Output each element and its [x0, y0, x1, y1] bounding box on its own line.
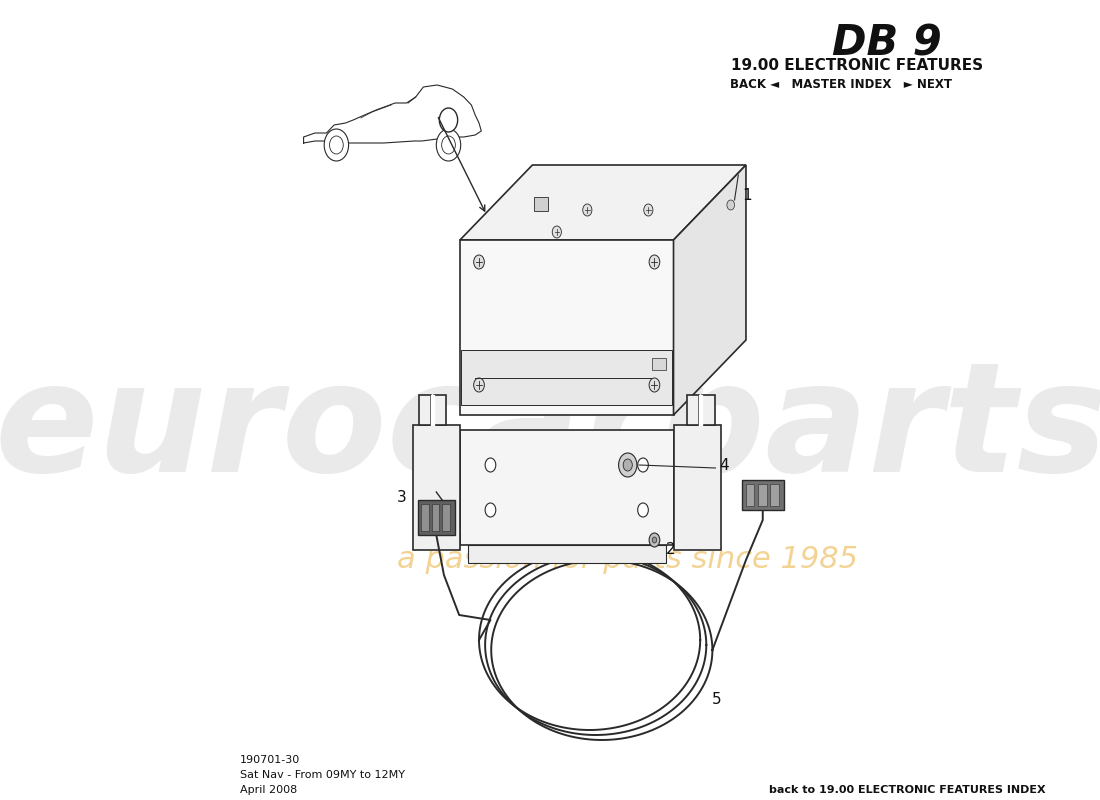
Bar	[673, 425, 720, 550]
Text: back to 19.00 ELECTRONIC FEATURES INDEX: back to 19.00 ELECTRONIC FEATURES INDEX	[769, 785, 1046, 795]
Text: 19.00 ELECTRONIC FEATURES: 19.00 ELECTRONIC FEATURES	[730, 58, 982, 73]
Bar	[431, 395, 434, 425]
Circle shape	[583, 204, 592, 216]
Bar	[442, 504, 450, 531]
Circle shape	[652, 537, 657, 543]
Circle shape	[474, 378, 484, 392]
Bar	[746, 484, 755, 506]
Text: 1: 1	[742, 187, 751, 202]
Bar	[468, 545, 666, 563]
Text: 4: 4	[719, 458, 729, 473]
Circle shape	[727, 200, 735, 210]
Bar	[421, 504, 429, 531]
Circle shape	[441, 136, 455, 154]
Circle shape	[485, 503, 496, 517]
Text: a passion for parts since 1985: a passion for parts since 1985	[397, 546, 858, 574]
Bar	[418, 500, 454, 535]
Bar	[460, 240, 673, 415]
Polygon shape	[673, 165, 746, 415]
Bar	[431, 504, 439, 531]
Circle shape	[552, 226, 561, 238]
Circle shape	[649, 378, 660, 392]
Polygon shape	[460, 165, 746, 240]
Bar	[742, 480, 784, 510]
Circle shape	[474, 255, 484, 269]
Circle shape	[437, 129, 461, 161]
Circle shape	[644, 204, 653, 216]
Bar	[419, 395, 431, 425]
Bar	[534, 197, 548, 211]
Circle shape	[638, 458, 648, 472]
Text: 3: 3	[397, 490, 407, 506]
Circle shape	[638, 503, 648, 517]
Text: 2: 2	[666, 542, 675, 558]
Circle shape	[439, 108, 458, 132]
Text: Sat Nav - From 09MY to 12MY: Sat Nav - From 09MY to 12MY	[240, 770, 405, 780]
Bar	[460, 430, 673, 545]
Circle shape	[618, 453, 637, 477]
Bar	[703, 395, 715, 425]
Text: eurocarparts: eurocarparts	[0, 355, 1100, 505]
Text: DB 9: DB 9	[833, 22, 942, 64]
Text: April 2008: April 2008	[240, 785, 297, 795]
Text: 5: 5	[712, 693, 722, 707]
Bar	[434, 395, 447, 425]
Circle shape	[330, 136, 343, 154]
Bar	[652, 358, 666, 370]
Circle shape	[624, 459, 632, 471]
Text: 190701-30: 190701-30	[240, 755, 300, 765]
Text: BACK ◄   MASTER INDEX   ► NEXT: BACK ◄ MASTER INDEX ► NEXT	[730, 78, 953, 91]
Circle shape	[324, 129, 349, 161]
Bar	[412, 425, 460, 550]
Bar	[758, 484, 767, 506]
Bar	[688, 395, 700, 425]
Bar	[770, 484, 779, 506]
Circle shape	[649, 533, 660, 547]
Bar	[462, 350, 672, 405]
Circle shape	[485, 458, 496, 472]
Circle shape	[649, 255, 660, 269]
